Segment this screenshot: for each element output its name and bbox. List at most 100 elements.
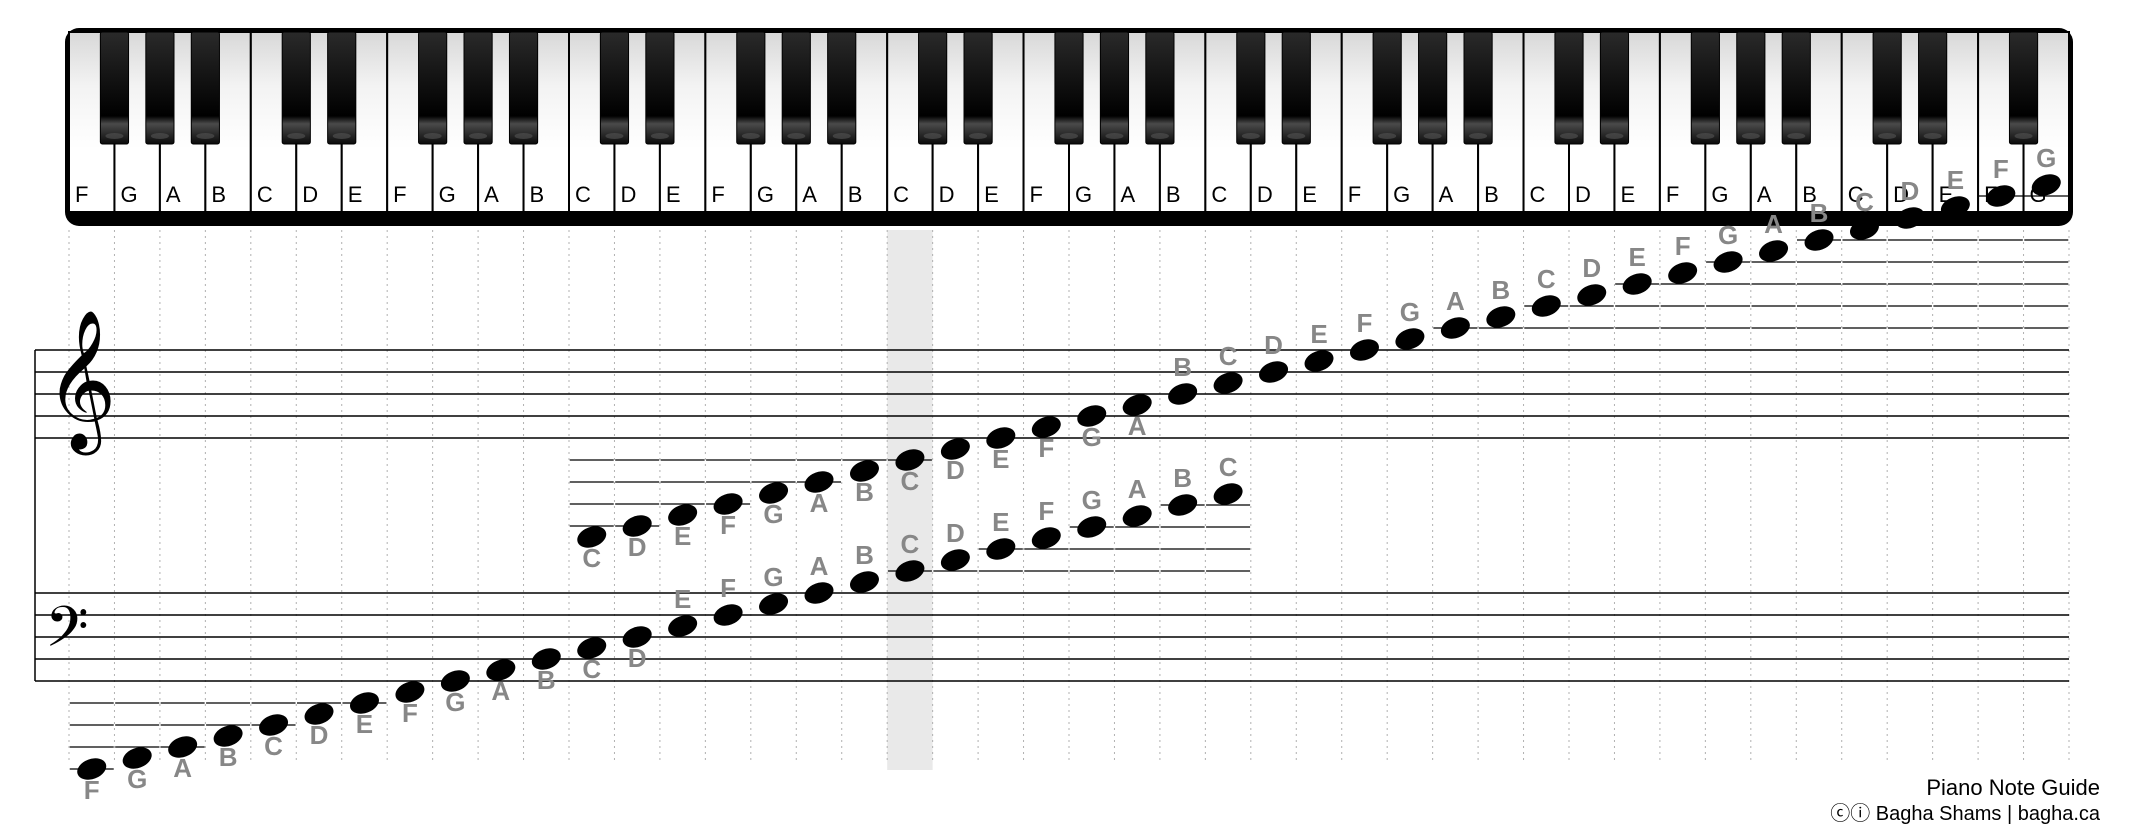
note-label: G xyxy=(445,687,465,717)
note-label: C xyxy=(1219,341,1238,371)
black-key[interactable] xyxy=(1373,32,1401,144)
note-label: A xyxy=(491,676,510,706)
black-key-gloss xyxy=(1151,133,1169,139)
note-label: E xyxy=(356,709,373,739)
black-key[interactable] xyxy=(782,32,810,144)
note-label: G xyxy=(2036,143,2056,173)
black-key-gloss xyxy=(196,133,214,139)
black-key-gloss xyxy=(651,133,669,139)
black-key[interactable] xyxy=(464,32,492,144)
key-label: E xyxy=(1302,182,1317,207)
piano-note-guide-diagram: FGABCDEFGABCDEFGABCDEFGABCDEFGABCDEFGABC… xyxy=(0,0,2142,835)
black-key[interactable] xyxy=(964,32,992,144)
black-key[interactable] xyxy=(1146,32,1174,144)
note-head xyxy=(756,589,791,618)
black-key-gloss xyxy=(1560,133,1578,139)
key-label: G xyxy=(1711,182,1728,207)
note-label: E xyxy=(1947,165,1964,195)
note-label: D xyxy=(1582,253,1601,283)
note-label: C xyxy=(901,529,920,559)
key-label: A xyxy=(1757,182,1772,207)
black-key[interactable] xyxy=(1100,32,1128,144)
black-key[interactable] xyxy=(1282,32,1310,144)
note-head xyxy=(1211,368,1246,397)
black-key[interactable] xyxy=(509,32,537,144)
note-label: B xyxy=(1810,198,1829,228)
black-key[interactable] xyxy=(1919,32,1947,144)
note-label: G xyxy=(1082,485,1102,515)
black-key[interactable] xyxy=(1737,32,1765,144)
black-key[interactable] xyxy=(600,32,628,144)
note-label: D xyxy=(628,532,647,562)
black-key[interactable] xyxy=(646,32,674,144)
black-key[interactable] xyxy=(1555,32,1583,144)
black-key[interactable] xyxy=(1782,32,1810,144)
key-label: D xyxy=(1575,182,1591,207)
black-key-gloss xyxy=(1105,133,1123,139)
black-key[interactable] xyxy=(2009,32,2037,144)
note-label: D xyxy=(1264,330,1283,360)
black-key-gloss xyxy=(105,133,123,139)
black-key[interactable] xyxy=(191,32,219,144)
note-label: D xyxy=(1901,176,1920,206)
black-key-gloss xyxy=(515,133,533,139)
key-label: G xyxy=(120,182,137,207)
black-key[interactable] xyxy=(328,32,356,144)
note-label: A xyxy=(810,488,829,518)
black-key[interactable] xyxy=(1464,32,1492,144)
note-label: G xyxy=(1718,220,1738,250)
note-label: G xyxy=(763,499,783,529)
black-key-gloss xyxy=(1469,133,1487,139)
note-label: F xyxy=(1038,496,1054,526)
note-label: F xyxy=(720,573,736,603)
black-key[interactable] xyxy=(1600,32,1628,144)
black-key[interactable] xyxy=(1419,32,1447,144)
black-key-gloss xyxy=(1287,133,1305,139)
note-label: F xyxy=(720,510,736,540)
note-label: E xyxy=(674,521,691,551)
note-head xyxy=(1620,269,1655,298)
black-key[interactable] xyxy=(828,32,856,144)
key-label: A xyxy=(1439,182,1454,207)
key-label: F xyxy=(1030,182,1043,207)
note-label: B xyxy=(855,477,874,507)
note-label: G xyxy=(1400,297,1420,327)
black-key[interactable] xyxy=(1691,32,1719,144)
black-key[interactable] xyxy=(919,32,947,144)
note-head xyxy=(1165,490,1200,519)
black-key-gloss xyxy=(1696,133,1714,139)
black-key[interactable] xyxy=(1237,32,1265,144)
black-key-gloss xyxy=(424,133,442,139)
black-key-gloss xyxy=(742,133,760,139)
note-head xyxy=(1165,379,1200,408)
note-head xyxy=(1574,280,1609,309)
note-label: G xyxy=(127,764,147,794)
black-key-gloss xyxy=(333,133,351,139)
key-label: B xyxy=(530,182,545,207)
note-label: A xyxy=(1764,209,1783,239)
black-key[interactable] xyxy=(146,32,174,144)
black-key[interactable] xyxy=(1873,32,1901,144)
key-label: C xyxy=(1211,182,1227,207)
black-key-gloss xyxy=(969,133,987,139)
key-label: B xyxy=(848,182,863,207)
black-key[interactable] xyxy=(419,32,447,144)
note-head xyxy=(1665,258,1700,287)
treble-clef-icon: 𝄞 xyxy=(45,311,117,455)
note-label: C xyxy=(1537,264,1556,294)
black-key[interactable] xyxy=(737,32,765,144)
black-key-gloss xyxy=(1242,133,1260,139)
note-label: F xyxy=(1993,154,2009,184)
black-key-gloss xyxy=(1378,133,1396,139)
note-label: E xyxy=(674,584,691,614)
note-head xyxy=(1438,313,1473,342)
note-head xyxy=(1392,324,1427,353)
note-head xyxy=(1529,291,1564,320)
black-key[interactable] xyxy=(282,32,310,144)
key-label: C xyxy=(893,182,909,207)
key-label: F xyxy=(1666,182,1679,207)
note-head xyxy=(711,600,746,629)
key-label: G xyxy=(757,182,774,207)
black-key[interactable] xyxy=(100,32,128,144)
black-key[interactable] xyxy=(1055,32,1083,144)
